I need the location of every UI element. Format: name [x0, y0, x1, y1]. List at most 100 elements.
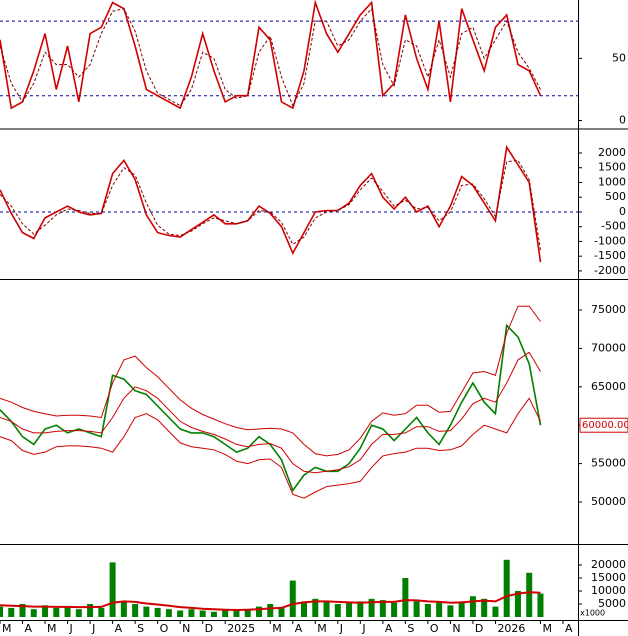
- x-tick-label: D: [475, 622, 483, 635]
- x-tick-label: M: [2, 622, 12, 635]
- volume-bar: [0, 606, 3, 618]
- series-line: [0, 591, 541, 612]
- x-tick-label: M: [317, 622, 327, 635]
- x-tick-label: M: [47, 622, 57, 635]
- x-tick-label: 2026: [497, 622, 525, 635]
- y-tick-label: -1000: [594, 234, 626, 247]
- volume-bar: [413, 601, 420, 618]
- series-line: [0, 323, 542, 493]
- volume-bar: [402, 577, 409, 618]
- volume-bar: [188, 609, 195, 618]
- volume-bar: [379, 600, 386, 618]
- y-tick-label: -1500: [594, 249, 626, 262]
- volume-bar: [334, 604, 341, 618]
- y-tick-label: 1000: [598, 175, 626, 188]
- y-tick-label: -500: [601, 220, 626, 233]
- x-tick-label: S: [407, 622, 414, 635]
- volume-bar: [301, 601, 308, 618]
- x-tick-label: J: [91, 622, 95, 635]
- y-tick-label: 10000: [591, 584, 626, 597]
- volume-bar: [391, 602, 398, 618]
- price-label-box: [579, 417, 628, 433]
- series-line: [0, 397, 541, 499]
- series-line: [0, 0, 542, 110]
- volume-bar: [469, 596, 476, 618]
- x-tick-label: N: [182, 622, 190, 635]
- x-tick-label: A: [115, 622, 123, 635]
- x-tick-label: A: [565, 622, 573, 635]
- volume-bar: [30, 609, 37, 618]
- series-line: [0, 351, 541, 474]
- volume-bar: [143, 606, 150, 618]
- volume-bar: [255, 606, 262, 618]
- volume-bar: [267, 604, 274, 618]
- volume-bar: [537, 593, 544, 618]
- volume-bar: [278, 607, 285, 618]
- volume-bar: [42, 605, 49, 618]
- volume-bar: [177, 610, 184, 618]
- volume-bar: [210, 611, 217, 618]
- x-tick-label: D: [205, 622, 213, 635]
- y-tick-label: 55000: [591, 457, 626, 470]
- series-line: [0, 7, 541, 107]
- series-line: [0, 305, 541, 457]
- volume-bar: [503, 559, 510, 618]
- volume-bar: [323, 601, 330, 618]
- volume-bar: [98, 607, 105, 618]
- volume-bar: [19, 604, 26, 618]
- volume-bar: [514, 590, 521, 618]
- volume-bar: [233, 610, 240, 618]
- volume-bar: [244, 609, 251, 618]
- x-tick-label: J: [339, 622, 343, 635]
- volume-bar: [447, 605, 454, 618]
- series-line: [0, 159, 541, 251]
- volume-bar: [154, 607, 161, 618]
- volume-bar: [199, 610, 206, 618]
- price-label: 60000.00: [582, 420, 628, 431]
- x-tick-label: J: [361, 622, 365, 635]
- x-tick-label: A: [25, 622, 33, 635]
- volume-bar: [458, 601, 465, 618]
- x-tick-label: S: [137, 622, 144, 635]
- volume-bar: [424, 604, 431, 618]
- y-tick-label: 0: [619, 205, 626, 218]
- y-tick-label: 20000: [591, 558, 626, 571]
- volume-bar: [165, 609, 172, 618]
- volume-bar: [357, 601, 364, 618]
- volume-bar: [481, 598, 488, 618]
- volume-bar: [132, 604, 139, 618]
- y-tick-label: 75000: [591, 303, 626, 316]
- y-tick-label: 50000: [591, 495, 626, 508]
- volume-bar: [368, 598, 375, 618]
- y-tick-label: 1500: [598, 161, 626, 174]
- x-tick-label: M: [272, 622, 282, 635]
- volume-bar: [312, 598, 319, 618]
- volume-bar: [53, 607, 60, 618]
- x-tick-label: O: [160, 622, 169, 635]
- volume-bar: [436, 602, 443, 618]
- y-tick-label: 5000: [598, 597, 626, 610]
- y-tick-label: 500: [605, 190, 626, 203]
- volume-bar: [87, 604, 94, 618]
- y-tick-label: 65000: [591, 380, 626, 393]
- volume-bar: [492, 606, 499, 618]
- x-tick-label: 2025: [227, 622, 255, 635]
- volume-bar: [109, 562, 116, 618]
- volume-bar: [120, 601, 127, 618]
- volume-bar: [222, 609, 229, 618]
- volume-bar: [346, 602, 353, 618]
- volume-bar: [526, 572, 533, 618]
- x-tick-label: O: [430, 622, 439, 635]
- x-tick-label: A: [295, 622, 303, 635]
- volume-bar: [8, 607, 15, 618]
- y-tick-label: 2000: [598, 146, 626, 159]
- series-line: [0, 144, 542, 263]
- x-tick-label: A: [385, 622, 393, 635]
- x-tick-label: N: [452, 622, 460, 635]
- y-tick-label: 15000: [591, 571, 626, 584]
- y-tick-label: -2000: [594, 264, 626, 277]
- volume-bar: [64, 606, 71, 618]
- volume-bar: [75, 609, 82, 618]
